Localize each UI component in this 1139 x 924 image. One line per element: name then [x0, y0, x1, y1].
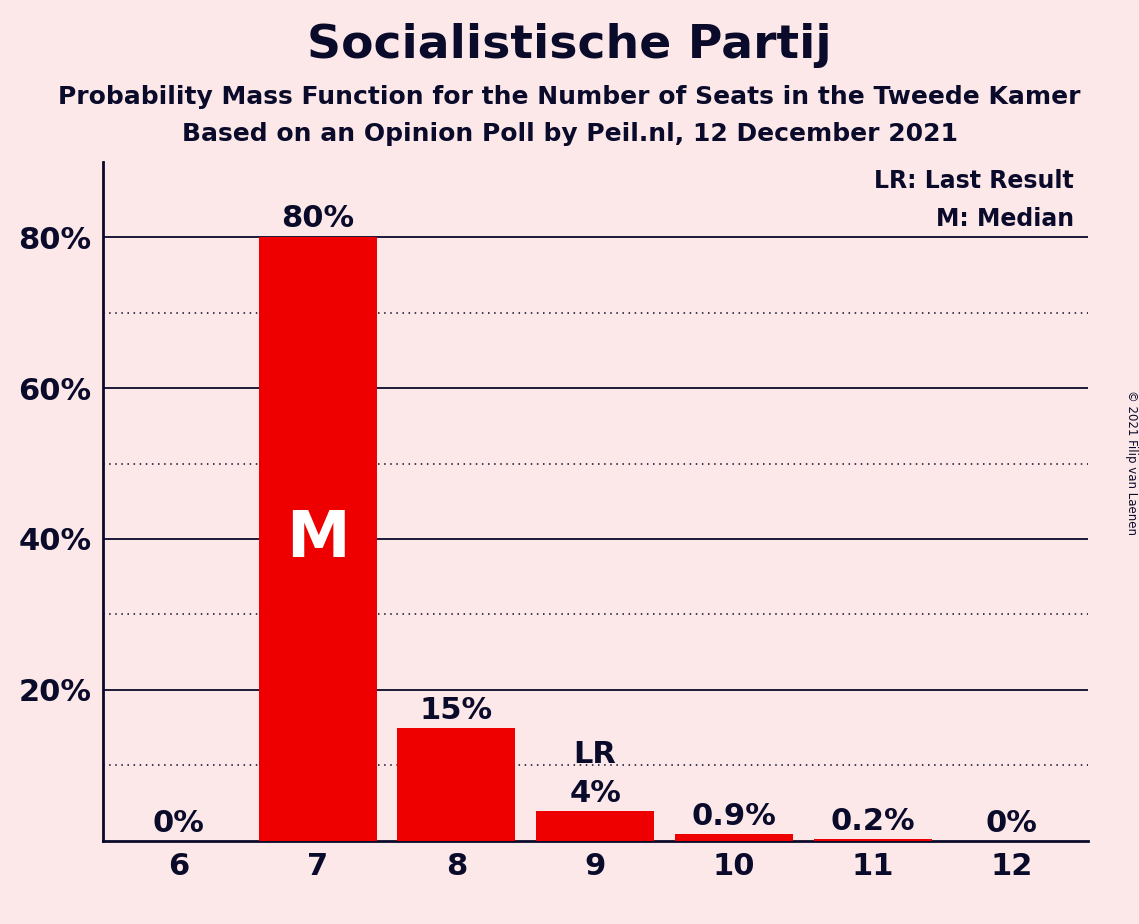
Text: 0%: 0% [153, 808, 205, 838]
Text: LR: LR [574, 740, 616, 769]
Bar [813, 839, 932, 841]
Bar [536, 810, 654, 841]
Text: Probability Mass Function for the Number of Seats in the Tweede Kamer: Probability Mass Function for the Number… [58, 85, 1081, 109]
Text: 4%: 4% [570, 779, 621, 808]
Text: LR: Last Result: LR: Last Result [874, 169, 1074, 193]
Text: 0.9%: 0.9% [691, 802, 777, 831]
Text: M: M [286, 508, 350, 570]
Bar [259, 237, 377, 841]
Bar [398, 728, 515, 841]
Text: 0.2%: 0.2% [830, 808, 915, 836]
Text: © 2021 Filip van Laenen: © 2021 Filip van Laenen [1124, 390, 1138, 534]
Text: 15%: 15% [420, 696, 493, 724]
Text: 0%: 0% [985, 808, 1038, 838]
Text: Socialistische Partij: Socialistische Partij [308, 23, 831, 68]
Text: M: Median: M: Median [936, 207, 1074, 231]
Bar [675, 834, 793, 841]
Text: 80%: 80% [281, 204, 354, 234]
Text: Based on an Opinion Poll by Peil.nl, 12 December 2021: Based on an Opinion Poll by Peil.nl, 12 … [181, 122, 958, 146]
